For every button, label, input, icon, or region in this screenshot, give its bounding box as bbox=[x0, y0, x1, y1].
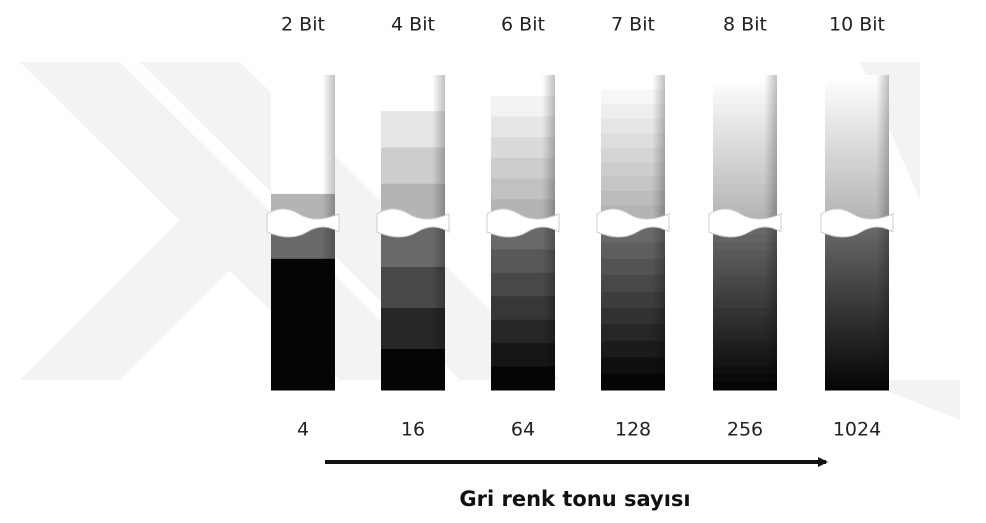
bit-label: 6 Bit bbox=[501, 14, 545, 36]
tone-count: 256 bbox=[727, 419, 763, 441]
break-wave bbox=[708, 208, 782, 238]
gray-strip: 10 Bit 1024 bbox=[820, 14, 894, 441]
watermark bbox=[20, 62, 960, 420]
shadow bbox=[491, 75, 555, 220]
break-wave bbox=[820, 208, 894, 238]
break-wave bbox=[596, 208, 670, 238]
columns: 2 Bit 4 4 Bit 16 6 Bit 64 7 Bit 128 8 Bit 256 10 B… bbox=[266, 14, 894, 441]
tone-count: 128 bbox=[615, 419, 651, 441]
gray-strip: 6 Bit 64 bbox=[486, 14, 560, 441]
shadow bbox=[825, 75, 889, 220]
shadow bbox=[381, 226, 445, 390]
break-wave bbox=[376, 208, 450, 238]
shadow bbox=[271, 75, 335, 220]
shadow bbox=[601, 226, 665, 390]
tone-count: 4 bbox=[297, 419, 309, 441]
bit-label: 8 Bit bbox=[723, 14, 767, 36]
caption: Gri renk tonu sayısı bbox=[459, 487, 690, 511]
shadow bbox=[381, 75, 445, 220]
shadow bbox=[713, 226, 777, 390]
break-wave bbox=[486, 208, 560, 238]
tone-count: 64 bbox=[511, 419, 535, 441]
shadow bbox=[271, 226, 335, 390]
bit-label: 2 Bit bbox=[281, 14, 325, 36]
shadow bbox=[491, 226, 555, 390]
gray-strip: 8 Bit 256 bbox=[708, 14, 782, 441]
gray-strip: 4 Bit 16 bbox=[376, 14, 450, 441]
tone-count: 16 bbox=[401, 419, 425, 441]
bit-label: 10 Bit bbox=[829, 14, 885, 36]
break-wave bbox=[266, 208, 340, 238]
bit-label: 4 Bit bbox=[391, 14, 435, 36]
shadow bbox=[601, 75, 665, 220]
bit-label: 7 Bit bbox=[611, 14, 655, 36]
shadow bbox=[825, 226, 889, 390]
gray-strip: 7 Bit 128 bbox=[596, 14, 670, 441]
shadow bbox=[713, 75, 777, 220]
tone-count: 1024 bbox=[833, 419, 881, 441]
gray-strip: 2 Bit 4 bbox=[266, 14, 340, 441]
